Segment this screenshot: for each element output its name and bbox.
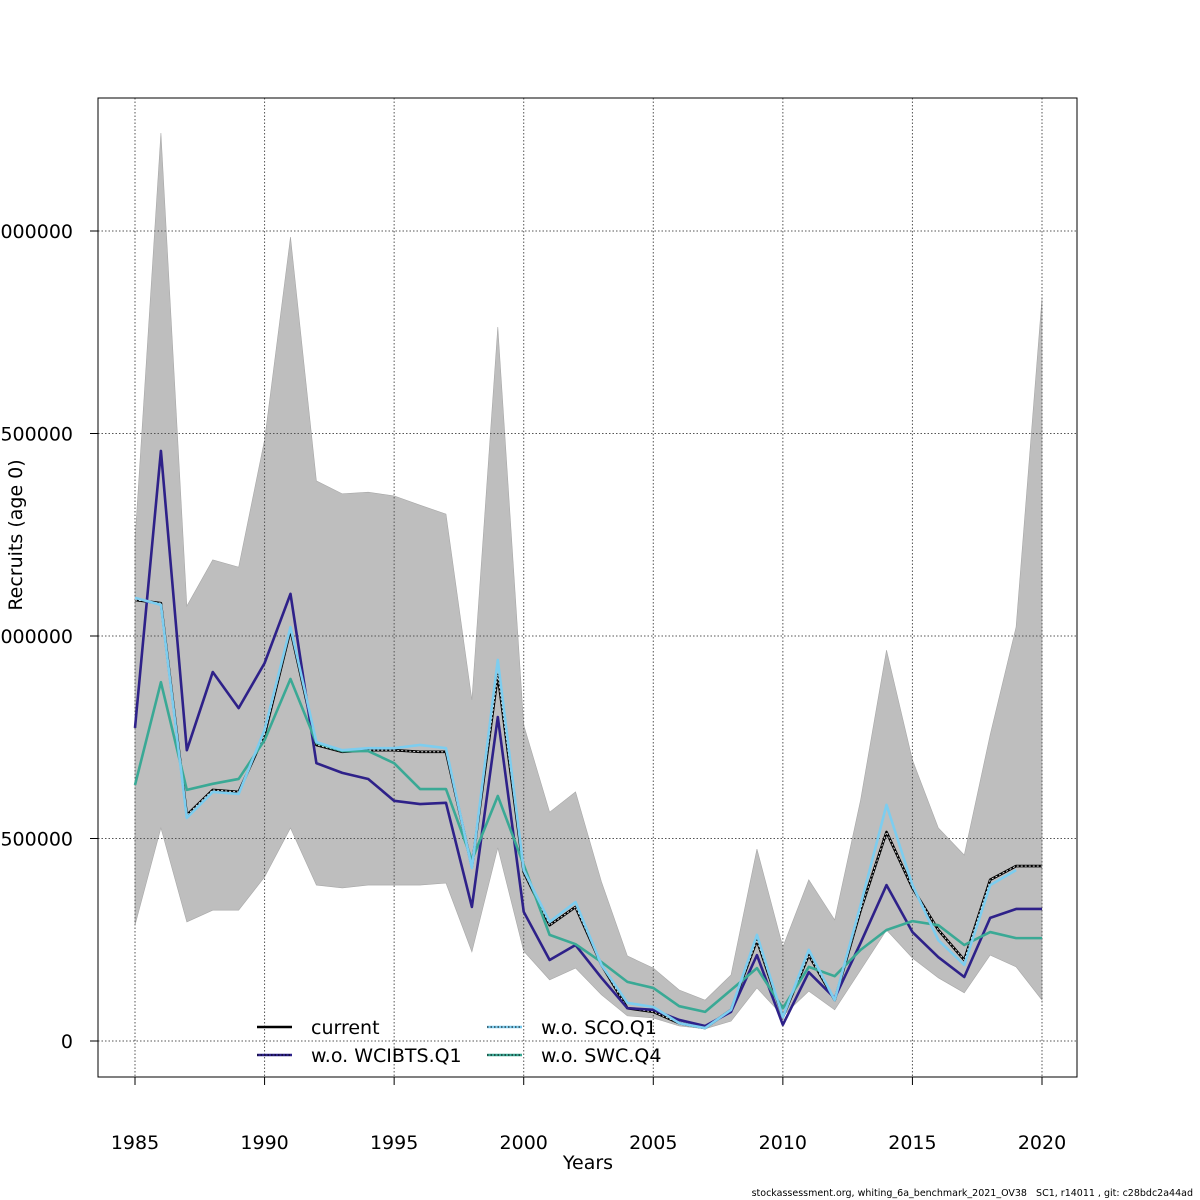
x-axis-label: Years: [562, 1152, 613, 1174]
legend-label: w.o. SCO.Q1: [541, 1017, 657, 1039]
y-tick-label: 1500000: [0, 424, 73, 446]
y-tick-label: 1000000: [0, 626, 73, 648]
series-layer: [133, 449, 1042, 1030]
footer-credit: stockassessment.org, whiting_6a_benchmar…: [751, 1188, 1193, 1199]
legend-label: current: [311, 1017, 380, 1039]
y-tick-label: 0: [61, 1031, 73, 1053]
y-axis: 0 500000 1000000 1500000 2000000: [0, 221, 98, 1053]
x-tick-label: 1990: [240, 1132, 288, 1154]
x-axis: 1985 1990 1995 2000 2005 2010 2015 2020: [111, 1076, 1066, 1154]
y-tick-label: 500000: [0, 829, 73, 851]
series-line-w-o-wcibts-q1: [133, 449, 1042, 1028]
x-tick-label: 2000: [500, 1132, 548, 1154]
x-tick-label: 1995: [370, 1132, 418, 1154]
legend-label: w.o. WCIBTS.Q1: [311, 1045, 462, 1067]
y-tick-label: 2000000: [0, 221, 73, 243]
x-tick-label: 2020: [1018, 1132, 1066, 1154]
x-tick-label: 1985: [111, 1132, 159, 1154]
legend: current w.o. WCIBTS.Q1 w.o. SCO.Q1 w.o. SWC…: [257, 1017, 661, 1067]
confidence-band: [134, 132, 1043, 1030]
confidence-band-layer: [134, 132, 1043, 1030]
x-tick-label: 2015: [888, 1132, 936, 1154]
x-tick-label: 2005: [629, 1132, 677, 1154]
series-line-w-o-swc-q4: [133, 677, 1042, 1014]
y-axis-label: Recruits (age 0): [5, 459, 27, 610]
series-line-w-o-sco-q1: [134, 596, 1017, 1030]
legend-label: w.o. SWC.Q4: [541, 1045, 661, 1067]
x-tick-label: 2010: [759, 1132, 807, 1154]
